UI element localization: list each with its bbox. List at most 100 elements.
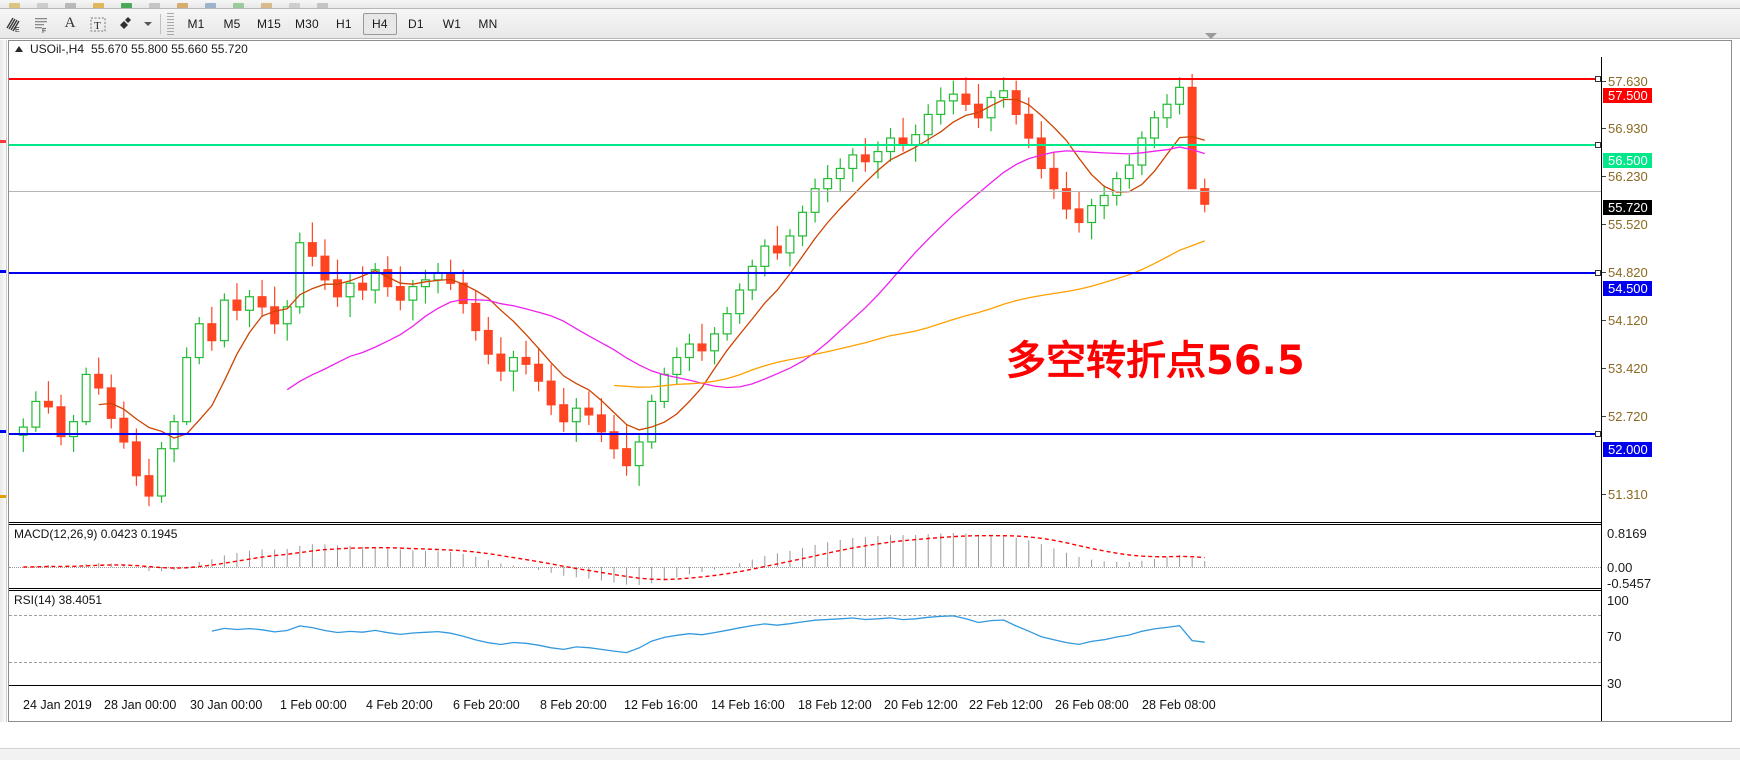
timeframe-w1[interactable]: W1 [442, 16, 462, 31]
indicator-list-icon[interactable]: F [29, 11, 55, 37]
macd-label: MACD(12,26,9) 0.0423 0.1945 [14, 527, 178, 541]
timeframe-d1[interactable]: D1 [408, 16, 424, 31]
text-object-icon[interactable]: T [85, 11, 111, 37]
rsi-axis-label: 70 [1607, 629, 1622, 644]
price-axis-tick: 51.310 [1602, 488, 1648, 502]
chart-header: USOil-,H4 55.670 55.800 55.660 55.720 [9, 41, 1731, 57]
level-line-stroke [9, 144, 1601, 146]
price-axis-tag-red[interactable]: 57.500 [1603, 88, 1652, 103]
price-axis-tag-black[interactable]: 55.720 [1603, 200, 1652, 215]
time-axis-label: 24 Jan 2019 [23, 698, 92, 712]
price-axis-tick: 56.930 [1602, 122, 1648, 136]
toolbar-top-row [0, 0, 1740, 9]
rsi-level-70 [9, 615, 1601, 616]
left-mark-orange [0, 495, 6, 498]
level-line-handle[interactable] [1595, 142, 1601, 148]
timeframe-m5[interactable]: M5 [223, 16, 241, 31]
chart-symbol-label: USOil-,H4 [30, 42, 85, 56]
time-axis-label: 20 Feb 12:00 [884, 698, 958, 712]
time-axis-label: 4 Feb 20:00 [366, 698, 433, 712]
rsi-series [211, 615, 1205, 654]
timeframe-m30[interactable]: M30 [294, 16, 319, 31]
level-line-handle[interactable] [1595, 76, 1601, 82]
macd-pane[interactable]: MACD(12,26,9) 0.0423 0.1945 [9, 524, 1601, 589]
time-axis-label: 26 Feb 08:00 [1055, 698, 1129, 712]
macd-axis-label: 0.8169 [1607, 526, 1647, 541]
text-label-icon[interactable]: A [64, 15, 76, 31]
time-axis-label: 18 Feb 12:00 [798, 698, 872, 712]
macd-zero-line [9, 567, 1601, 568]
time-axis[interactable]: 24 Jan 2019 28 Jan 00:00 30 Jan 00:00 1 Feb… [9, 685, 1601, 721]
left-scale-strip[interactable] [0, 40, 7, 722]
time-axis-label: 14 Feb 16:00 [711, 698, 785, 712]
svg-text:E: E [15, 27, 20, 34]
ghost-icon-5[interactable] [113, 0, 139, 8]
toolbar-top-icons [0, 0, 336, 8]
ghost-icon-7[interactable] [169, 0, 195, 8]
price-axis-tick: 54.820 [1602, 266, 1648, 280]
timeframe-mn[interactable]: MN [478, 16, 498, 31]
left-mark-red [0, 140, 6, 143]
toolbar-grip[interactable] [167, 12, 174, 35]
price-axis-tick: 56.230 [1602, 170, 1648, 184]
time-axis-label: 30 Jan 00:00 [190, 698, 263, 712]
price-axis-tag-blue[interactable]: 54.500 [1603, 281, 1652, 296]
templates-icon[interactable] [113, 11, 139, 37]
level-line-stroke [9, 272, 1601, 274]
timeframe-m1[interactable]: M1 [187, 16, 205, 31]
chart-annotation-text[interactable]: 多空转折点56.5 [1006, 338, 1305, 384]
expert-advisor-icon[interactable]: E [1, 11, 27, 37]
ghost-icon-6[interactable] [141, 0, 167, 8]
price-axis-tick: 55.520 [1602, 218, 1648, 232]
svg-text:T: T [94, 20, 101, 32]
timeframe-m15[interactable]: M15 [257, 16, 281, 31]
collapse-triangle-icon[interactable] [15, 46, 23, 52]
rsi-label: RSI(14) 38.4051 [14, 593, 103, 607]
level-line-stroke [9, 78, 1601, 80]
price-axis-tag-green[interactable]: 56.500 [1603, 153, 1652, 168]
ghost-icon-10[interactable] [253, 0, 279, 8]
time-axis-label: 8 Feb 20:00 [540, 698, 607, 712]
toolbar-main: E F A T [0, 9, 1740, 39]
ghost-icon-1[interactable] [1, 0, 27, 8]
price-axis-tick: 54.120 [1602, 314, 1648, 328]
candlestick-series [18, 73, 1210, 507]
ghost-icon-4[interactable] [85, 0, 111, 8]
price-pane[interactable] [9, 57, 1601, 523]
time-axis-label: 1 Feb 00:00 [280, 698, 347, 712]
bottom-status-bar [0, 748, 1740, 760]
time-axis-label: 28 Feb 08:00 [1142, 698, 1216, 712]
rsi-pane[interactable]: RSI(14) 38.4051 [9, 590, 1601, 685]
time-axis-label: 6 Feb 20:00 [453, 698, 520, 712]
level-line-stroke [9, 433, 1601, 435]
ghost-icon-11[interactable] [281, 0, 307, 8]
chart-window: USOil-,H4 55.670 55.800 55.660 55.720 SE… [8, 40, 1732, 722]
svg-text:F: F [42, 28, 46, 34]
price-axis-tick: 52.720 [1602, 410, 1648, 424]
ghost-icon-3[interactable] [57, 0, 83, 8]
macd-axis-label: 0.00 [1607, 560, 1633, 575]
left-mark-blue-1 [0, 270, 6, 273]
price-axis-tag-blue[interactable]: 52.000 [1603, 442, 1652, 457]
templates-dropdown-icon[interactable] [141, 11, 155, 37]
timeframe-h4[interactable]: H4 [362, 12, 397, 35]
chevron-down-icon[interactable] [1205, 33, 1217, 39]
ghost-icon-2[interactable] [29, 0, 55, 8]
rsi-axis-label: 30 [1607, 676, 1622, 691]
timeframe-h1[interactable]: H1 [336, 16, 352, 31]
left-mark-blue-2 [0, 430, 6, 433]
ghost-icon-9[interactable] [225, 0, 251, 8]
ghost-icon-8[interactable] [197, 0, 223, 8]
ghost-icon-12[interactable] [309, 0, 335, 8]
level-line-handle[interactable] [1595, 431, 1601, 437]
price-axis-tick: 53.420 [1602, 362, 1648, 376]
chart-ohlc-label: 55.670 55.800 55.660 55.720 [91, 42, 248, 56]
toolbar-separator [160, 13, 161, 34]
level-line-stroke [9, 191, 1601, 192]
level-line-handle[interactable] [1595, 270, 1601, 276]
rsi-level-30 [9, 662, 1601, 663]
time-axis-label: 28 Jan 00:00 [104, 698, 177, 712]
price-axis-tick: 57.630 [1602, 75, 1648, 89]
price-axis[interactable]: 57.630 56.930 56.230 55.520 54.820 54.120 53.4… [1601, 57, 1731, 721]
